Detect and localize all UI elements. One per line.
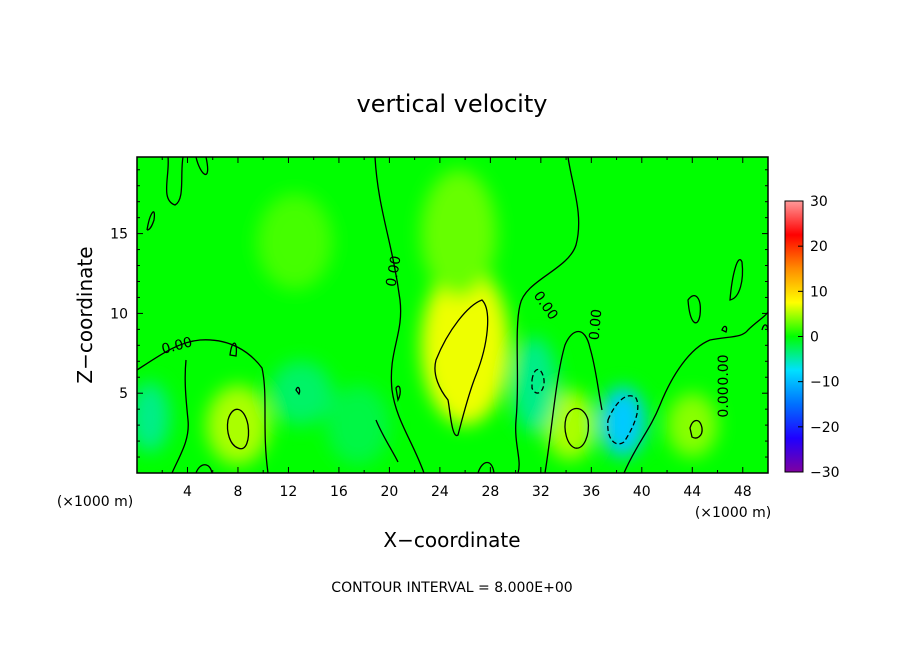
y-tick-label: 5 bbox=[119, 386, 128, 402]
contour-zero-line bbox=[295, 386, 301, 396]
x-tick-label: 44 bbox=[683, 484, 701, 500]
x-tick-label: 12 bbox=[280, 484, 298, 500]
x-tick-label: 48 bbox=[734, 484, 752, 500]
colorbar-tick-label: −10 bbox=[810, 375, 840, 391]
contour-zero-line bbox=[477, 461, 495, 473]
plot-frame bbox=[136, 156, 769, 474]
colorbar-tick-label: −30 bbox=[810, 465, 840, 481]
colorbar-tick-label: 30 bbox=[810, 194, 828, 210]
field-anomaly bbox=[256, 193, 333, 290]
y-tick-label: 15 bbox=[110, 227, 128, 243]
field-anomaly bbox=[137, 382, 170, 453]
x-tick-label: 32 bbox=[532, 484, 550, 500]
x-tick-label: 20 bbox=[380, 484, 398, 500]
contour-zero-line bbox=[374, 157, 425, 473]
x-tick-label: 16 bbox=[330, 484, 348, 500]
contour-zero-line bbox=[544, 330, 603, 473]
contour-label: 0.00 bbox=[160, 334, 194, 358]
contour-positive-line bbox=[689, 419, 703, 439]
contour-label: 0.00 bbox=[383, 255, 404, 288]
x-unit-label-left: (×1000 m) bbox=[57, 494, 133, 510]
field-anomaly bbox=[269, 361, 333, 426]
x-tick-label: 24 bbox=[431, 484, 449, 500]
chart-title: vertical velocity bbox=[357, 90, 548, 118]
field-anomaly bbox=[511, 337, 558, 434]
colorbar-tick-label: 0 bbox=[810, 330, 819, 346]
x-tick-label: 8 bbox=[233, 484, 242, 500]
field-anomaly bbox=[206, 385, 270, 466]
contour-interval-text: CONTOUR INTERVAL = 8.000E+00 bbox=[331, 580, 572, 596]
x-unit-label-right: (×1000 m) bbox=[695, 505, 771, 521]
contour-labels: 0.00 0.00 0.00 0.00 0.00 0.00 bbox=[160, 255, 732, 418]
x-axis: 4 8 12 16 20 24 28 32 36 40 44 48 bbox=[161, 157, 752, 500]
contour-zero-line bbox=[515, 157, 580, 473]
contour-label: 0.00 bbox=[587, 308, 606, 340]
x-tick-label: 28 bbox=[481, 484, 499, 500]
contour-negative-line bbox=[531, 368, 545, 394]
contour-zero-line bbox=[729, 259, 744, 301]
colorbar: 30 20 10 0 −10 −20 −30 bbox=[784, 194, 840, 481]
plot-area: 0.00 0.00 0.00 0.00 0.00 0.00 bbox=[136, 156, 769, 474]
y-axis: 5 10 15 bbox=[110, 169, 768, 458]
contour-zero-line bbox=[171, 359, 189, 473]
contour-label: 0.00 bbox=[716, 354, 732, 385]
contour-zero-line bbox=[195, 464, 213, 473]
x-axis-label: X−coordinate bbox=[383, 528, 520, 552]
contour-zero-line bbox=[165, 157, 184, 206]
colorbar-tick-label: 20 bbox=[810, 239, 828, 255]
contour-zero-line bbox=[146, 211, 156, 231]
contour-zero-line bbox=[229, 342, 238, 357]
contour-zero-line bbox=[687, 295, 701, 324]
field-anomaly bbox=[667, 393, 718, 458]
contour-zero-line bbox=[721, 325, 728, 333]
contour-positive-line bbox=[434, 299, 489, 436]
field-anomaly bbox=[420, 169, 497, 298]
contour-zero-line bbox=[195, 157, 209, 175]
contour-zero-line bbox=[137, 339, 269, 473]
contour-positive-line bbox=[564, 407, 590, 449]
x-tick-label: 40 bbox=[633, 484, 651, 500]
field-anomaly bbox=[600, 386, 646, 458]
colorbar-tick-label: −20 bbox=[810, 420, 840, 436]
contour-lines bbox=[137, 157, 768, 473]
y-axis-label: Z−coordinate bbox=[73, 246, 97, 383]
contour-zero-line bbox=[375, 419, 399, 463]
field-anomaly bbox=[326, 385, 390, 466]
contour-label: 0.00 bbox=[716, 386, 732, 417]
field-anomaly bbox=[420, 265, 510, 426]
x-tick-label: 36 bbox=[582, 484, 600, 500]
contour-zero-line bbox=[395, 385, 401, 403]
contour-positive-line bbox=[226, 408, 250, 450]
field-anomaly bbox=[544, 390, 596, 461]
colorbar-tick-label: 10 bbox=[810, 284, 828, 300]
x-tick-label: 4 bbox=[183, 484, 192, 500]
y-tick-label: 10 bbox=[110, 306, 128, 322]
contour-zero-line bbox=[623, 311, 768, 473]
